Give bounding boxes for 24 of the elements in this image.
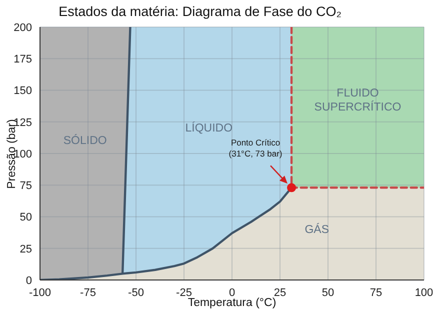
annotation: LÍQUIDO (185, 122, 233, 135)
y-tick-label: 0 (26, 274, 32, 287)
x-tick-label: -100 (28, 286, 52, 299)
x-tick-label: -75 (80, 286, 96, 299)
y-tick-label: 50 (20, 212, 32, 224)
x-tick-label: 50 (322, 286, 334, 299)
x-tick-label: 25 (274, 286, 286, 299)
y-tick-label: 175 (14, 54, 32, 66)
annotation: GÁS (304, 223, 330, 236)
annotation: SÓLIDO (63, 134, 107, 147)
x-axis-title: Temperatura (°C) (186, 297, 278, 309)
y-tick-label: 100 (14, 148, 32, 160)
y-tick-label: 75 (20, 180, 32, 192)
chart-title: Estados da matéria: Diagrama de Fase do CO₂ (58, 4, 342, 19)
annotation: FLUIDO SUPERCRÍTICO (314, 87, 402, 114)
annotation: Ponto Crítico (31°C, 73 bar) (228, 138, 282, 159)
x-tick-label: 0 (228, 286, 236, 299)
y-tick-label: 25 (20, 243, 32, 256)
x-tick-label: 75 (370, 286, 382, 299)
y-tick-label: 150 (14, 85, 32, 98)
y-tick-label: 200 (14, 22, 32, 34)
x-tick-label: -50 (128, 286, 144, 299)
x-tick-label: -25 (176, 286, 192, 299)
x-tick-label: 100 (414, 286, 434, 299)
